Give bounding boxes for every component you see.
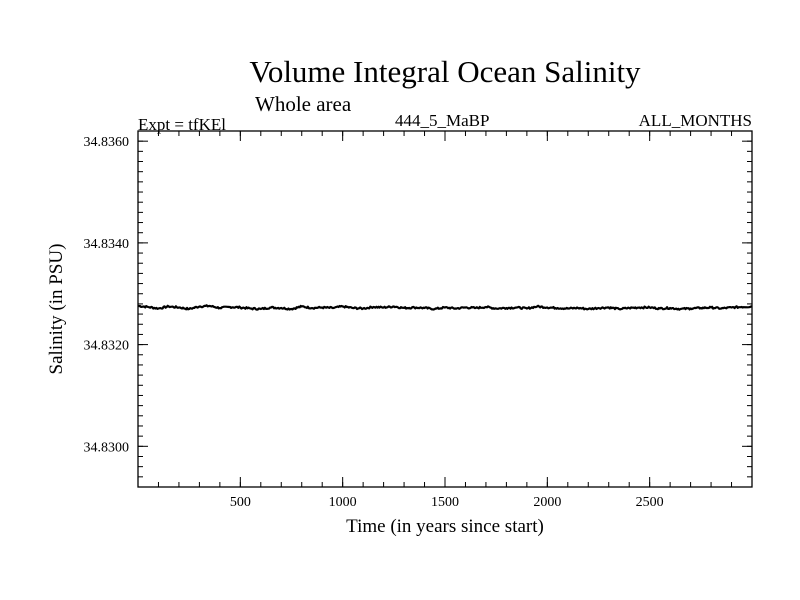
x-tick-label: 1500 [431,495,459,510]
x-axis-title: Time (in years since start) [346,516,544,537]
y-axis-title: Salinity (in PSU) [46,244,67,375]
x-tick-label: 1000 [329,495,357,510]
experiment-label: Expt = tfKEl [138,115,226,134]
chart-subtitle: Whole area [255,92,352,116]
y-tick-label: 34.8320 [84,339,130,354]
y-tick-label: 34.8340 [84,237,130,252]
plot-frame [137,130,753,488]
y-tick-label: 34.8300 [84,440,130,455]
y-tick-label: 34.8360 [84,135,130,150]
x-tick-label: 2500 [636,495,664,510]
x-tick-label: 500 [230,495,251,510]
x-tick-label: 2000 [533,495,561,510]
period-label: ALL_MONTHS [638,111,752,130]
series-line-salinity [137,304,753,311]
chart-title: Volume Integral Ocean Salinity [249,54,641,89]
labels-layer: 500 1000 1500 2000 2500 34.8300 34.8320 34.8340… [84,135,664,510]
run-label: 444_5_MaBP [395,111,490,130]
